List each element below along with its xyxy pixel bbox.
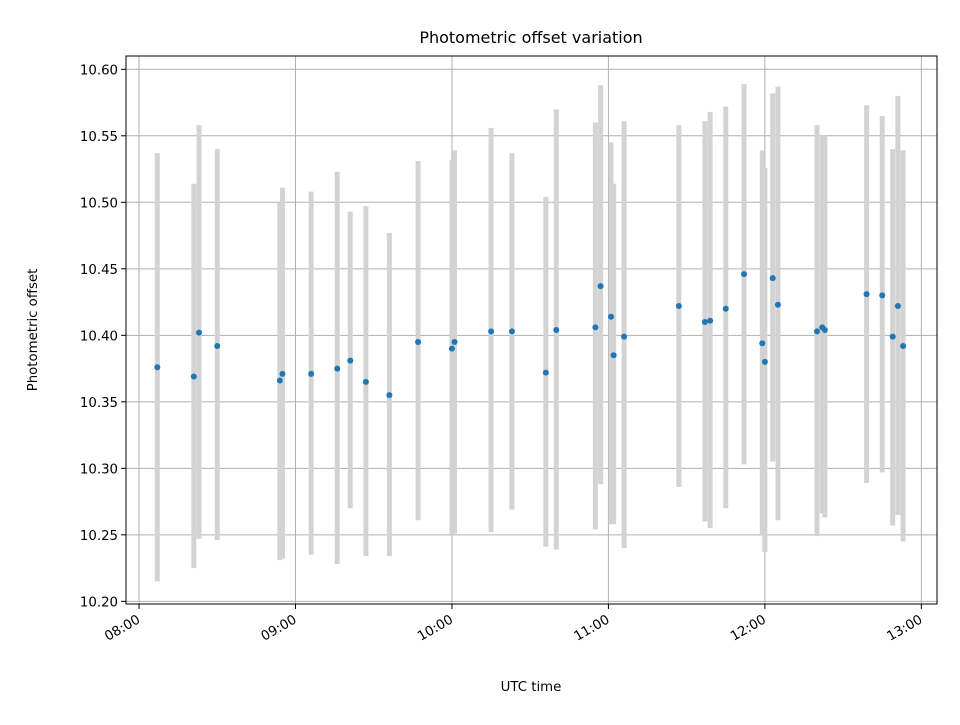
data-point bbox=[190, 373, 197, 380]
x-axis-label: UTC time bbox=[501, 680, 562, 695]
data-point bbox=[279, 370, 286, 377]
data-point bbox=[415, 338, 422, 345]
data-point bbox=[448, 345, 455, 352]
data-point bbox=[722, 305, 729, 312]
y-tick-label: 10.25 bbox=[80, 529, 118, 544]
chart-title: Photometric offset variation bbox=[419, 28, 642, 47]
data-point bbox=[759, 340, 766, 347]
data-point bbox=[610, 352, 617, 359]
data-point bbox=[814, 328, 821, 335]
y-axis-label: Photometric offset bbox=[26, 269, 41, 392]
data-point bbox=[879, 292, 886, 299]
data-point bbox=[214, 342, 221, 349]
y-axis-ticks: 10.20 10.25 10.30 10.35 10.40 10.45 10.50 10.55… bbox=[80, 63, 126, 610]
data-point bbox=[347, 357, 354, 364]
data-point bbox=[621, 333, 628, 340]
y-tick-label: 10.20 bbox=[80, 595, 118, 610]
data-point bbox=[741, 271, 748, 278]
data-point bbox=[889, 333, 896, 340]
data-point bbox=[774, 301, 781, 308]
data-point bbox=[701, 319, 708, 326]
y-tick-label: 10.60 bbox=[80, 63, 118, 78]
data-point bbox=[488, 328, 495, 335]
plot-frame bbox=[125, 55, 938, 605]
y-tick-label: 10.35 bbox=[80, 396, 118, 411]
data-point bbox=[597, 283, 604, 290]
data-point bbox=[761, 358, 768, 365]
data-point bbox=[608, 313, 615, 320]
y-tick-label: 10.40 bbox=[80, 329, 118, 344]
data-point bbox=[769, 275, 776, 282]
data-point bbox=[362, 378, 369, 385]
y-tick-label: 10.30 bbox=[80, 462, 118, 477]
data-point bbox=[386, 392, 393, 399]
data-point bbox=[451, 338, 458, 345]
y-tick-label: 10.50 bbox=[80, 196, 118, 211]
data-point bbox=[508, 328, 515, 335]
data-point bbox=[308, 370, 315, 377]
data-point bbox=[707, 317, 714, 324]
data-point bbox=[863, 291, 870, 298]
data-point bbox=[154, 364, 161, 371]
data-point bbox=[592, 324, 599, 331]
data-point bbox=[675, 303, 682, 310]
y-tick-label: 10.55 bbox=[80, 130, 118, 145]
data-point bbox=[553, 327, 560, 333]
data-points bbox=[154, 271, 907, 399]
data-point bbox=[894, 303, 901, 310]
data-point bbox=[900, 342, 907, 349]
data-point bbox=[542, 369, 549, 376]
data-point bbox=[334, 365, 341, 372]
data-point bbox=[196, 329, 203, 336]
data-point bbox=[821, 327, 828, 333]
y-tick-label: 10.45 bbox=[80, 263, 118, 278]
grid bbox=[126, 56, 937, 604]
data-point bbox=[276, 377, 283, 384]
